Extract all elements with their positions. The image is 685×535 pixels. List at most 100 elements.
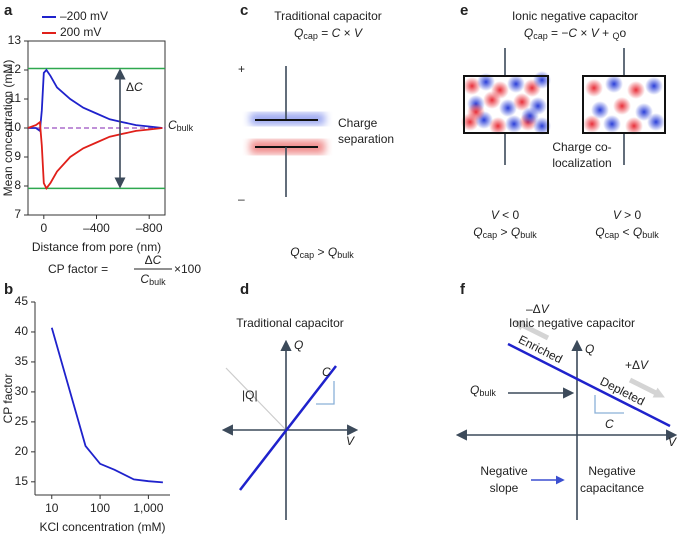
y-axis-label: CP factor (1, 374, 15, 424)
text-part: C (332, 26, 341, 40)
text-part: > (497, 225, 511, 239)
text-part: Q (612, 31, 619, 41)
charge (507, 75, 525, 93)
text-part: = (318, 26, 332, 40)
text-part: Q (524, 26, 533, 40)
data-line (27, 120, 163, 190)
charge (635, 103, 653, 121)
y-tick-label: 12 (8, 62, 22, 76)
text-part: + (599, 26, 613, 40)
text-part: V (354, 26, 363, 40)
text-part: Δ (145, 253, 153, 267)
panel-letter: d (240, 281, 249, 298)
panel-title: Ionic negative capacitor (509, 316, 635, 330)
charge (521, 107, 539, 125)
x-tick-label: –400 (83, 221, 110, 235)
panel-e-art (461, 48, 666, 165)
text-part: ×100 (174, 262, 201, 276)
panel-title: Traditional capacitor (236, 316, 344, 330)
text-part: cap (483, 230, 498, 240)
x-axis-label: Distance from pore (nm) (32, 240, 161, 254)
charge (533, 117, 551, 135)
charges (583, 75, 665, 135)
panel-letter: e (460, 2, 468, 19)
bulk-label: Cbulk (168, 118, 194, 133)
text-part: × (577, 26, 591, 40)
y-tick-label: 9 (14, 149, 21, 163)
legend-label: 200 mV (60, 25, 101, 39)
minus-sign: – (238, 192, 245, 206)
panel-letter: b (4, 281, 13, 298)
text-part: V (613, 208, 622, 222)
q-line (239, 365, 337, 491)
label: slope (490, 481, 519, 495)
condition: V < 0 (491, 208, 520, 222)
text-part: C (168, 118, 177, 132)
text-part: V (591, 26, 600, 40)
capacitor-box (582, 75, 666, 134)
data-line (50, 327, 163, 484)
text-part: cap (300, 250, 315, 260)
plus-dv-arrow (628, 377, 665, 398)
panel-letter: c (240, 2, 248, 19)
charge (483, 91, 501, 109)
text-part: > 0 (621, 208, 642, 222)
axis-label: Q (294, 338, 303, 352)
label: Charge co- (552, 140, 611, 154)
label: Charge (338, 116, 378, 130)
panel-d-art (221, 339, 359, 520)
x-tick-label: 100 (90, 501, 110, 515)
delta-label: ΔC (126, 80, 143, 94)
charge (489, 117, 507, 135)
slope-box (594, 395, 624, 414)
charge (603, 115, 621, 133)
text-part: Δ (126, 80, 134, 94)
panel-c-art (250, 66, 325, 197)
condition: Qcap > Qbulk (473, 225, 537, 240)
qbulk-label: Qbulk (470, 383, 496, 398)
text-part: –Δ (526, 302, 541, 316)
x-tick-label: 0 (40, 221, 47, 235)
text-part: > (314, 245, 328, 259)
text-part: C (134, 80, 143, 94)
text-part: C (568, 26, 577, 40)
text-part: o (619, 26, 626, 40)
charge (513, 93, 531, 111)
y-tick-label: 45 (15, 294, 29, 308)
text-part: cap (605, 230, 620, 240)
axis-label: Q (585, 342, 594, 356)
text-part: bulk (642, 230, 659, 240)
plus-sign: + (238, 62, 245, 76)
y-tick-label: 20 (15, 444, 29, 458)
charge (645, 77, 663, 95)
text-part: V (640, 358, 649, 372)
charge (585, 79, 603, 97)
text-part: Q (294, 26, 303, 40)
x-tick-label: 1,000 (133, 501, 163, 515)
text-part: = − (548, 26, 569, 40)
slope-label: C (605, 417, 614, 431)
y-tick-label: 11 (9, 91, 22, 105)
x-tick-label: 10 (45, 501, 59, 515)
y-axis-label: Mean concentration (mM) (1, 60, 15, 197)
condition: V > 0 (613, 208, 642, 222)
label: Negative (588, 464, 636, 478)
axis-label: V (346, 434, 355, 448)
y-tick-label: 10 (8, 120, 22, 134)
charge (505, 115, 523, 133)
capacitor-box (463, 75, 549, 134)
axis-label: V (668, 435, 677, 449)
text-part: bulk (337, 250, 354, 260)
charge (499, 99, 517, 117)
text-part: × (340, 26, 354, 40)
text-part: cap (303, 31, 318, 41)
panel-letter: f (460, 281, 466, 298)
panel-title: Ionic negative capacitor (512, 9, 638, 23)
text-part: < (619, 225, 633, 239)
charge (591, 101, 609, 119)
abs-label: |Q| (242, 388, 258, 402)
text-part: Q (473, 225, 482, 239)
minus-dv-arrow (513, 320, 550, 341)
x-tick-label: –800 (136, 221, 163, 235)
panel-letter: a (4, 2, 13, 19)
